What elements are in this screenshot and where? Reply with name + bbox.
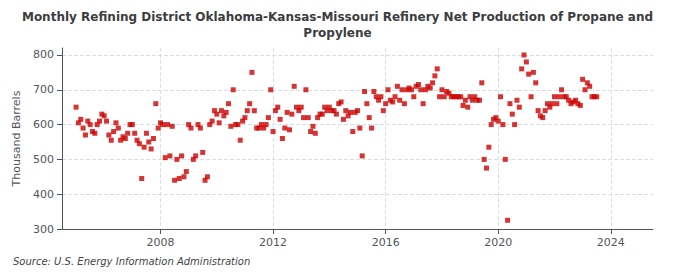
svg-text:Thousand Barrels: Thousand Barrels (10, 90, 23, 187)
svg-text:300: 300 (33, 223, 54, 236)
svg-text:500: 500 (33, 153, 54, 166)
svg-text:2008: 2008 (147, 236, 175, 249)
svg-text:Propylene: Propylene (303, 26, 371, 40)
svg-text:Monthly Refining District Okla: Monthly Refining District Oklahoma-Kansa… (22, 10, 653, 24)
svg-text:2020: 2020 (484, 236, 512, 249)
svg-text:700: 700 (33, 83, 54, 96)
svg-text:2016: 2016 (372, 236, 400, 249)
svg-text:400: 400 (33, 188, 54, 201)
svg-text:800: 800 (33, 48, 54, 61)
svg-text:2012: 2012 (259, 236, 287, 249)
svg-text:Source: U.S. Energy Informatio: Source: U.S. Energy Information Administ… (13, 256, 250, 267)
svg-text:2024: 2024 (597, 236, 625, 249)
svg-text:600: 600 (33, 118, 54, 131)
